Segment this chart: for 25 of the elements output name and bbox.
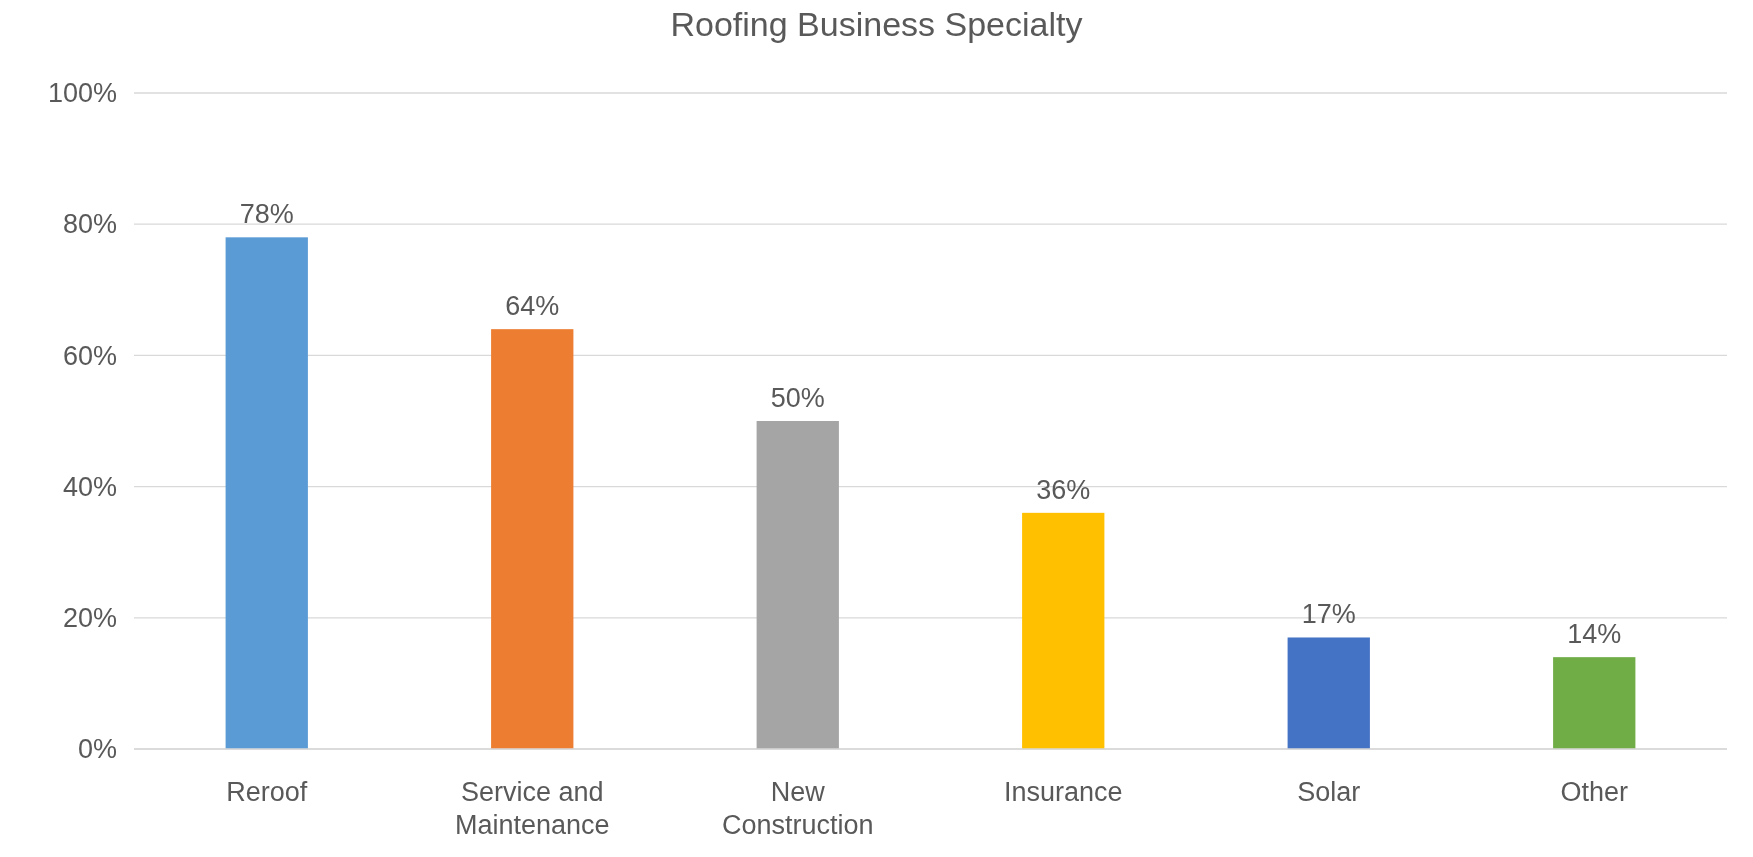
- bar: [1022, 512, 1105, 749]
- y-tick-label: 0%: [77, 734, 117, 765]
- bar: [491, 329, 574, 749]
- bar: [1553, 657, 1636, 749]
- data-label: 78%: [239, 199, 294, 230]
- data-label: 14%: [1567, 619, 1622, 650]
- x-tick-label: Insurance: [1003, 777, 1123, 807]
- bar: [225, 237, 308, 749]
- data-label: 64%: [505, 291, 560, 322]
- chart-title: Roofing Business Specialty: [670, 5, 1083, 43]
- bar: [756, 421, 839, 749]
- y-tick-label: 100%: [47, 78, 117, 109]
- x-tick-label: Service and Maintenance: [454, 777, 610, 840]
- y-tick-label: 40%: [62, 471, 117, 502]
- x-tick-label: Reroof: [226, 777, 308, 807]
- y-tick-label: 60%: [62, 340, 117, 371]
- y-tick-label: 80%: [62, 209, 117, 240]
- bar: [1287, 637, 1370, 749]
- x-tick-label: New Construction: [721, 777, 874, 840]
- y-tick-label: 20%: [62, 602, 117, 633]
- data-label: 17%: [1301, 599, 1356, 630]
- x-tick-label: Solar: [1297, 777, 1361, 807]
- data-label: 36%: [1036, 474, 1091, 505]
- data-label: 50%: [770, 383, 825, 413]
- x-tick-label: Other: [1560, 777, 1629, 807]
